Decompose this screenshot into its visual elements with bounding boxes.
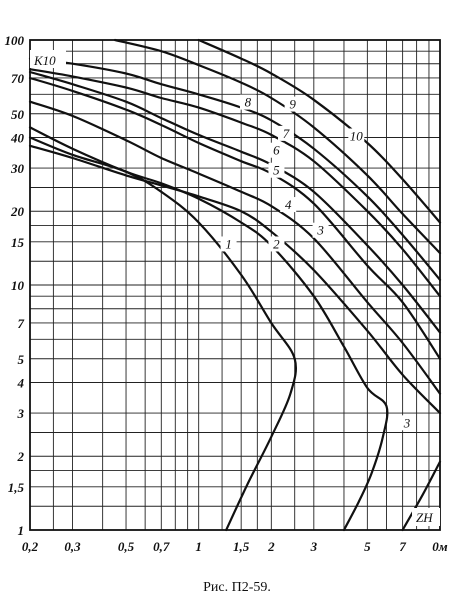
- y-tick-label: 5: [18, 352, 25, 367]
- curve-10: [197, 38, 442, 224]
- curve-3: [28, 144, 442, 415]
- plot-frame: [29, 39, 441, 531]
- y-tick-label: 1: [18, 523, 25, 538]
- curves: [28, 38, 442, 532]
- x-tick-label: 0,2: [22, 539, 39, 554]
- curve-7: [28, 68, 442, 298]
- curve-9: [113, 38, 442, 255]
- figure-caption: Рис. П2-59.: [203, 580, 271, 595]
- y-tick-label: 2: [17, 449, 25, 464]
- curve-label: 7: [283, 126, 290, 141]
- curve-label: 6: [273, 143, 280, 158]
- x-tick-label: 2: [267, 539, 275, 554]
- curve-label-bg: [348, 128, 365, 144]
- x-tick-label: 1,5: [233, 539, 250, 554]
- y-tick-label: 15: [11, 235, 25, 250]
- y-tick-label: 50: [11, 107, 25, 122]
- curve-6: [28, 70, 442, 334]
- x-tick-label: 0,5: [118, 539, 135, 554]
- y-tick-label: 1,5: [8, 480, 25, 495]
- curve-label-bg: [268, 236, 285, 252]
- x-tick-label: 5: [364, 539, 371, 554]
- curve-label: 5: [273, 163, 280, 178]
- curve-2: [28, 126, 389, 532]
- curve-5: [28, 76, 442, 360]
- curve-label-bg: [268, 142, 285, 158]
- curve-4: [28, 100, 442, 395]
- axis-annotations: K10 ZH: [30, 50, 440, 526]
- curve-label: 3: [403, 415, 411, 430]
- x-tick-label: 1: [195, 539, 202, 554]
- curve-label-bg: [280, 197, 297, 213]
- x-tick-label: 7: [399, 539, 406, 554]
- y-tick-label: 4: [17, 375, 25, 390]
- curve-label-bg: [284, 96, 301, 112]
- x-tick-label: 0м: [432, 539, 448, 554]
- curve-label: 8: [245, 95, 252, 110]
- x-tick-label: 0,3: [64, 539, 81, 554]
- curve-label-bg: [399, 415, 416, 431]
- chart: 0,2 0,3 0,5 0,7 1 1,5 2 3 5 7 0м11,523457101520304…: [5, 33, 448, 554]
- x-tick-label: 0,7: [153, 539, 170, 554]
- x-tick-label: 3: [310, 539, 318, 554]
- curve-label: 1: [225, 236, 232, 251]
- y-tick-label: 10: [11, 278, 25, 293]
- curve-label-bg: [239, 94, 256, 110]
- y-tick-label: 40: [10, 130, 25, 145]
- curve-labels: 1 2 3 4 5 67 8 9 10 3: [220, 94, 416, 431]
- curve-3: [401, 460, 442, 532]
- curve-1: [28, 136, 298, 532]
- curve-label: 2: [273, 236, 280, 251]
- x-axis-label: ZH: [416, 510, 433, 525]
- curve-label: 3: [316, 223, 324, 238]
- curve-label-bg: [312, 222, 329, 238]
- curve-label: 10: [350, 128, 364, 143]
- y-tick-label: 3: [17, 406, 25, 421]
- curve-label: 4: [285, 197, 292, 212]
- curve-label-bg: [268, 162, 285, 178]
- y-axis-label: K10: [33, 53, 56, 68]
- curve-label: 9: [289, 97, 296, 112]
- y-tick-label: 7: [18, 316, 25, 331]
- y-tick-label: 20: [10, 204, 25, 219]
- y-tick-label: 100: [5, 33, 25, 48]
- curve-label-bg: [277, 125, 294, 141]
- y-tick-label: 70: [11, 71, 25, 86]
- curve-label-bg: [220, 236, 237, 252]
- tick-labels: 0,2 0,3 0,5 0,7 1 1,5 2 3 5 7 0м11,523457101520304…: [5, 33, 448, 554]
- y-tick-label: 30: [10, 161, 25, 176]
